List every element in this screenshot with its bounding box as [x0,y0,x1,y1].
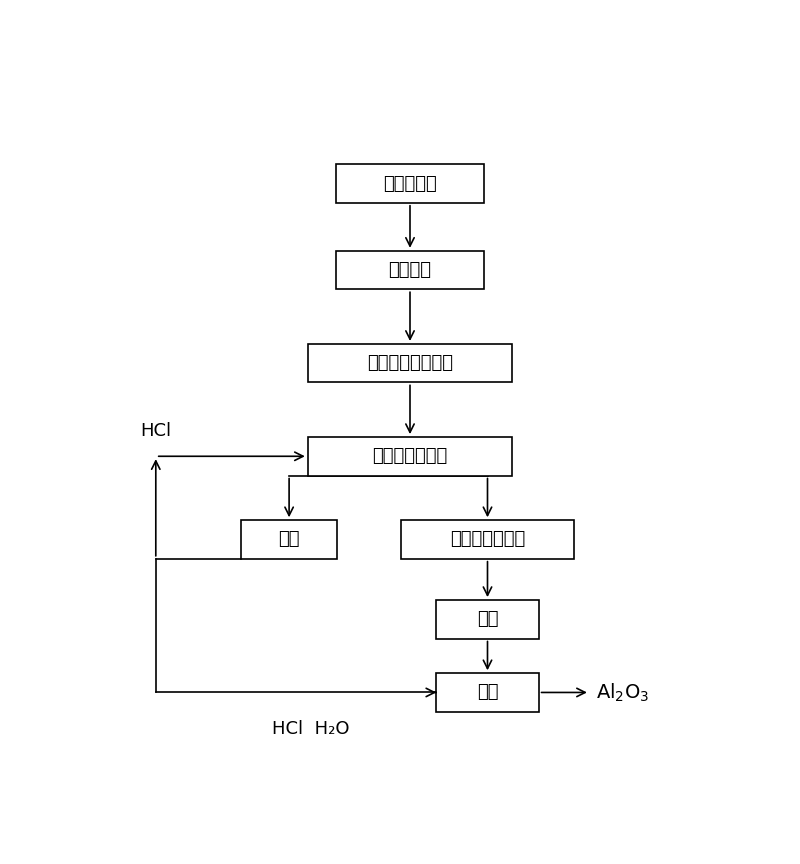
Text: 硫酸铝盐酸溶液: 硫酸铝盐酸溶液 [372,448,448,466]
Text: Al$_2$O$_3$: Al$_2$O$_3$ [596,682,650,703]
Bar [436,673,538,712]
Text: HCl: HCl [140,422,171,440]
Bar [436,600,538,638]
Bar [308,437,512,475]
Text: 六水氯化铝晶体: 六水氯化铝晶体 [450,530,525,549]
Text: 浓缩结晶: 浓缩结晶 [389,261,431,279]
Bar [336,251,485,289]
Text: 洗涤: 洗涤 [477,610,498,628]
Bar [308,344,512,383]
Bar [241,520,337,559]
Text: 十八水硫酸铝晶体: 十八水硫酸铝晶体 [367,354,453,372]
Text: 溶液: 溶液 [278,530,300,549]
Bar [336,164,485,203]
Text: HCl  H₂O: HCl H₂O [272,720,350,738]
Text: 焙烧: 焙烧 [477,683,498,702]
Bar [401,520,574,559]
Text: 硫酸铝溶液: 硫酸铝溶液 [383,175,437,193]
